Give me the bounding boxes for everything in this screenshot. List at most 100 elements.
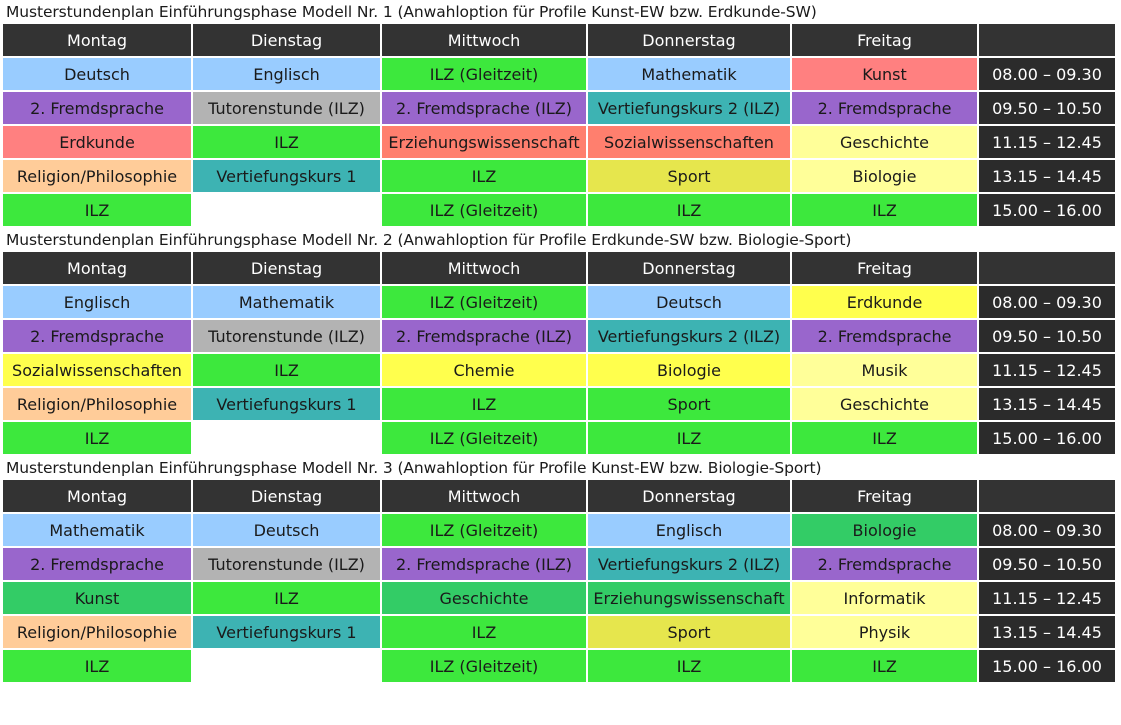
time-slot: 08.00 – 09.30	[979, 58, 1115, 92]
lesson-cell: Tutorenstunde (ILZ)	[193, 92, 380, 126]
schedule-table: Montag Dienstag Mittwoch Donnerstag Freitag E…	[1, 252, 1117, 456]
lesson-cell: Kunst	[3, 582, 191, 616]
lesson-cell: Deutsch	[588, 286, 790, 320]
schedule-plan-1: Musterstundenplan Einführungsphase Model…	[0, 0, 1121, 228]
lesson-cell: 2. Fremdsprache (ILZ)	[382, 320, 586, 354]
table-row: Deutsch Englisch ILZ (Gleitzeit) Mathematik…	[3, 58, 1115, 92]
time-slot: 09.50 – 10.50	[979, 320, 1115, 354]
lesson-cell: Religion/Philosophie	[3, 388, 191, 422]
schedule-plan-2: Musterstundenplan Einführungsphase Model…	[0, 228, 1121, 456]
table-row: ILZ ILZ (Gleitzeit) ILZ ILZ 15.00 – 16.00	[3, 422, 1115, 456]
day-header: Dienstag	[193, 24, 380, 58]
lesson-cell: Chemie	[382, 354, 586, 388]
lesson-cell	[193, 422, 380, 456]
lesson-cell: Vertiefungskurs 1	[193, 616, 380, 650]
lesson-cell: Englisch	[3, 286, 191, 320]
lesson-cell: ILZ	[3, 194, 191, 228]
day-header: Montag	[3, 252, 191, 286]
table-row: Kunst ILZ Geschichte Erziehungswissenschaft…	[3, 582, 1115, 616]
table-row: 2. Fremdsprache Tutorenstunde (ILZ) 2. Fre…	[3, 548, 1115, 582]
lesson-cell: ILZ	[382, 616, 586, 650]
lesson-cell: Vertiefungskurs 2 (ILZ)	[588, 548, 790, 582]
lesson-cell: Physik	[792, 616, 977, 650]
lesson-cell: Mathematik	[3, 514, 191, 548]
lesson-cell: Tutorenstunde (ILZ)	[193, 320, 380, 354]
day-header: Dienstag	[193, 480, 380, 514]
lesson-cell: Deutsch	[193, 514, 380, 548]
table-row: 2. Fremdsprache Tutorenstunde (ILZ) 2. Fre…	[3, 92, 1115, 126]
table-row: 2. Fremdsprache Tutorenstunde (ILZ) 2. Fre…	[3, 320, 1115, 354]
lesson-cell: ILZ (Gleitzeit)	[382, 286, 586, 320]
lesson-cell: ILZ	[193, 582, 380, 616]
lesson-cell: ILZ (Gleitzeit)	[382, 58, 586, 92]
time-slot: 13.15 – 14.45	[979, 388, 1115, 422]
lesson-cell: Englisch	[588, 514, 790, 548]
lesson-cell: Biologie	[792, 514, 977, 548]
lesson-cell: 2. Fremdsprache (ILZ)	[382, 92, 586, 126]
lesson-cell: ILZ	[792, 194, 977, 228]
lesson-cell: Biologie	[588, 354, 790, 388]
lesson-cell: 2. Fremdsprache	[792, 92, 977, 126]
time-slot: 08.00 – 09.30	[979, 514, 1115, 548]
lesson-cell: Sport	[588, 160, 790, 194]
lesson-cell: Sport	[588, 616, 790, 650]
day-header: Donnerstag	[588, 24, 790, 58]
lesson-cell: Mathematik	[588, 58, 790, 92]
lesson-cell: 2. Fremdsprache	[3, 92, 191, 126]
table-row: Sozialwissenschaften ILZ Chemie Biologie Mus…	[3, 354, 1115, 388]
time-slot: 15.00 – 16.00	[979, 650, 1115, 684]
time-slot: 13.15 – 14.45	[979, 616, 1115, 650]
lesson-cell: ILZ	[588, 650, 790, 684]
lesson-cell: ILZ (Gleitzeit)	[382, 650, 586, 684]
lesson-cell: Religion/Philosophie	[3, 160, 191, 194]
lesson-cell: Erdkunde	[3, 126, 191, 160]
schedule-table: Montag Dienstag Mittwoch Donnerstag Freitag M…	[1, 480, 1117, 684]
lesson-cell: Sozialwissenschaften	[588, 126, 790, 160]
day-header: Mittwoch	[382, 252, 586, 286]
lesson-cell: Tutorenstunde (ILZ)	[193, 548, 380, 582]
lesson-cell: ILZ	[382, 388, 586, 422]
plan-caption: Musterstundenplan Einführungsphase Model…	[6, 3, 817, 21]
lesson-cell: ILZ	[3, 650, 191, 684]
lesson-cell: ILZ	[588, 422, 790, 456]
table-row: Mathematik Deutsch ILZ (Gleitzeit) Englisch…	[3, 514, 1115, 548]
table-row: Erdkunde ILZ Erziehungswissenschaft Sozialw…	[3, 126, 1115, 160]
lesson-cell: ILZ	[3, 422, 191, 456]
time-slot: 08.00 – 09.30	[979, 286, 1115, 320]
lesson-cell: 2. Fremdsprache (ILZ)	[382, 548, 586, 582]
lesson-cell: 2. Fremdsprache	[792, 548, 977, 582]
day-header: Donnerstag	[588, 252, 790, 286]
lesson-cell: ILZ	[193, 126, 380, 160]
lesson-cell: Erdkunde	[792, 286, 977, 320]
schedule-table: Montag Dienstag Mittwoch Donnerstag Freitag D…	[1, 24, 1117, 228]
table-row: ILZ ILZ (Gleitzeit) ILZ ILZ 15.00 – 16.00	[3, 650, 1115, 684]
table-row: Religion/Philosophie Vertiefungskurs 1 ILZ…	[3, 616, 1115, 650]
lesson-cell: Kunst	[792, 58, 977, 92]
timetable-page: Musterstundenplan Einführungsphase Model…	[0, 0, 1121, 684]
lesson-cell: ILZ	[792, 650, 977, 684]
plan-caption: Musterstundenplan Einführungsphase Model…	[6, 231, 852, 249]
time-slot: 11.15 – 12.45	[979, 354, 1115, 388]
lesson-cell: Erziehungswissenschaft	[382, 126, 586, 160]
lesson-cell: Geschichte	[382, 582, 586, 616]
header-row: Montag Dienstag Mittwoch Donnerstag Freitag	[3, 24, 1115, 58]
day-header: Mittwoch	[382, 24, 586, 58]
lesson-cell: Mathematik	[193, 286, 380, 320]
header-row: Montag Dienstag Mittwoch Donnerstag Freitag	[3, 480, 1115, 514]
lesson-cell	[193, 650, 380, 684]
time-slot: 11.15 – 12.45	[979, 582, 1115, 616]
lesson-cell: 2. Fremdsprache	[3, 320, 191, 354]
day-header: Freitag	[792, 252, 977, 286]
lesson-cell: Geschichte	[792, 388, 977, 422]
time-slot: 11.15 – 12.45	[979, 126, 1115, 160]
day-header: Montag	[3, 24, 191, 58]
lesson-cell: Musik	[792, 354, 977, 388]
lesson-cell: ILZ (Gleitzeit)	[382, 194, 586, 228]
day-header: Freitag	[792, 24, 977, 58]
time-slot: 09.50 – 10.50	[979, 548, 1115, 582]
lesson-cell: Biologie	[792, 160, 977, 194]
lesson-cell: Erziehungswissenschaft	[588, 582, 790, 616]
lesson-cell: ILZ (Gleitzeit)	[382, 422, 586, 456]
lesson-cell	[193, 194, 380, 228]
day-header: Freitag	[792, 480, 977, 514]
